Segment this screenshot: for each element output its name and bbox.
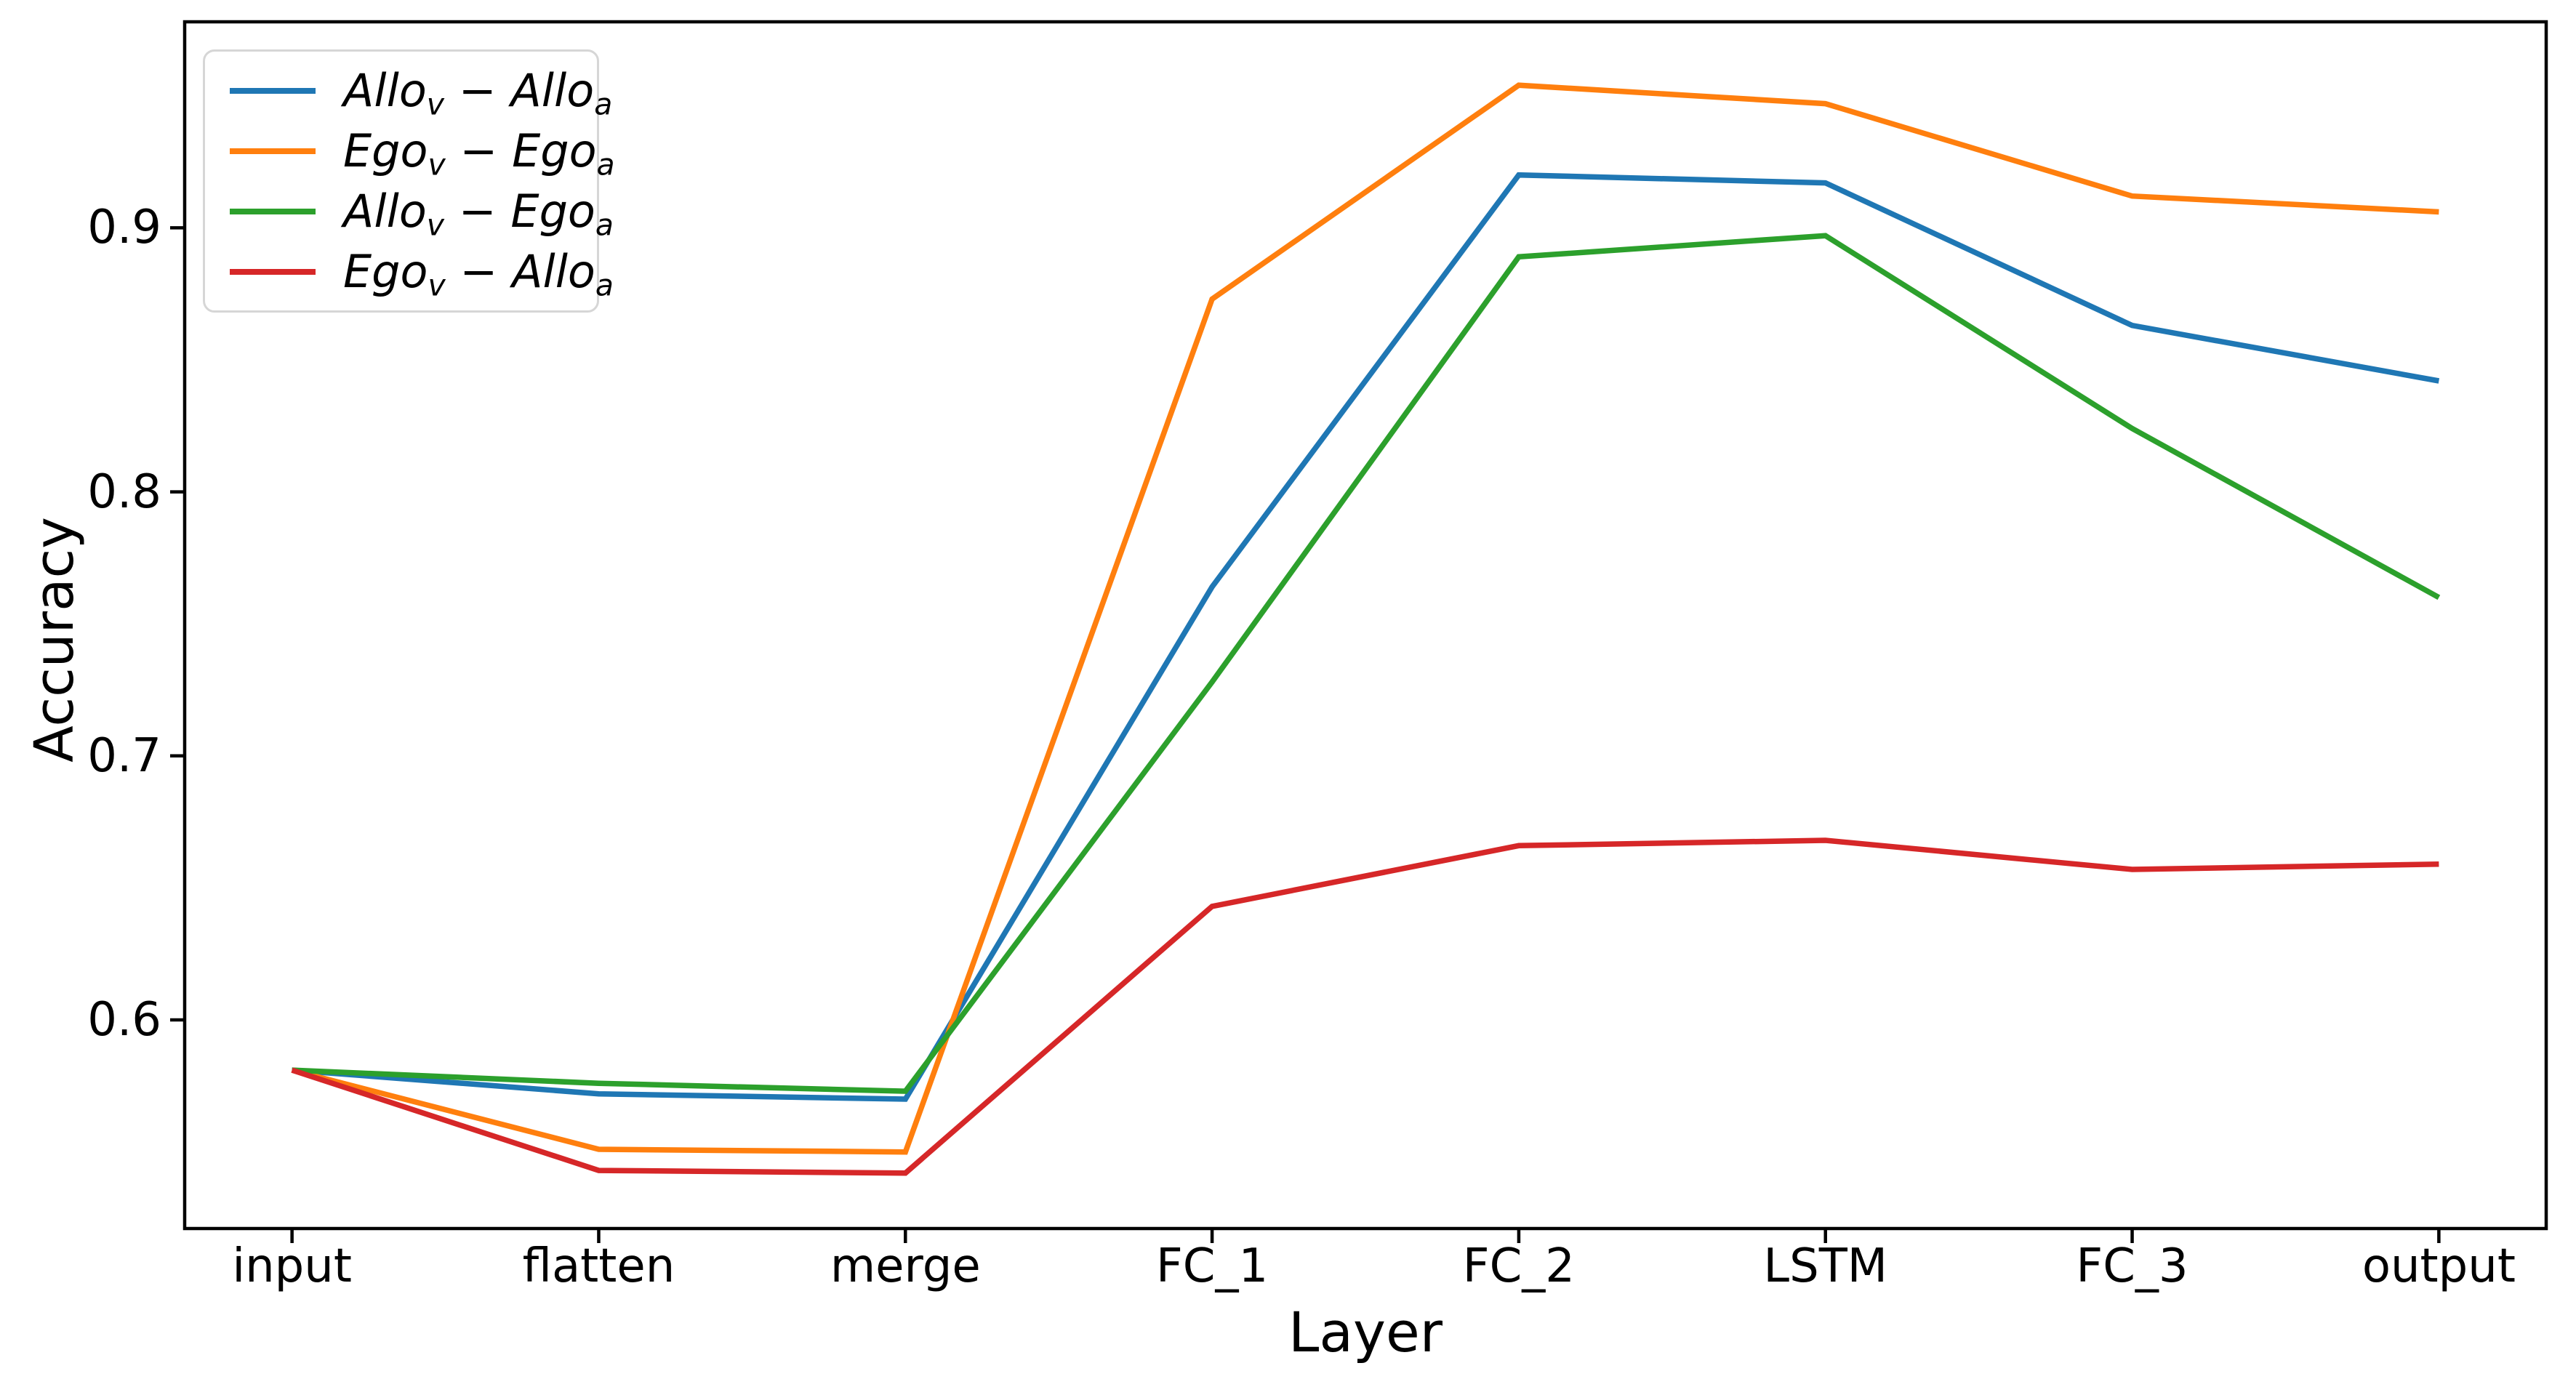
y-tick-label: 0.9 [87,201,161,255]
y-tick-label: 0.8 [87,465,161,519]
x-tick-label: merge [830,1239,981,1293]
legend-item: Allov − Egoa [230,185,614,240]
x-tick-label: FC_3 [2076,1239,2188,1293]
x-tick-label: FC_1 [1155,1239,1269,1293]
legend-sample-line [230,208,316,214]
x-tick-label: input [232,1239,352,1293]
legend-item: Allov − Alloa [230,64,612,119]
legend-label: Egov − Egoa [343,124,615,182]
series-line-ego-v-ego-a [291,82,2439,1155]
legend-item: Egov − Alloa [230,245,614,300]
legend-sample-line [230,268,316,275]
x-tick-label: LSTM [1763,1239,1888,1293]
series-line-allo-v-ego-a [292,233,2441,1094]
axes-frame [182,20,2548,1231]
y-tick-label: 0.6 [87,993,161,1048]
x-tick-label: flatten [522,1239,675,1293]
series-line-allo-v-allo-a [292,172,2440,1102]
legend-item: Egov − Egoa [230,124,615,180]
legend-sample-line [230,148,316,154]
legend: Allov − Alloa Egov − Egoa Allov − Egoa Egov… [203,49,615,313]
y-tick-label: 0.7 [87,728,161,783]
series-line-ego-v-allo-a [291,837,2439,1176]
x-tick-label: output [2362,1239,2516,1293]
legend-label: Egov − Alloa [343,245,614,303]
legend-sample-line [230,87,316,94]
x-tick-label: FC_2 [1462,1239,1576,1293]
legend-label: Allov − Alloa [343,64,613,122]
legend-label: Allov − Egoa [343,185,614,243]
x-axis-label: Layer [1288,1300,1443,1364]
